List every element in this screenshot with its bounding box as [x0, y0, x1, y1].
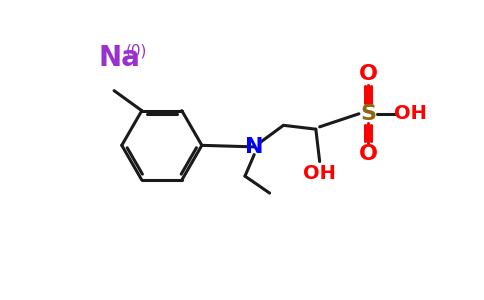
Text: OH: OH: [303, 164, 336, 183]
Text: OH: OH: [394, 104, 427, 123]
Text: O: O: [359, 144, 378, 164]
Text: S: S: [360, 104, 376, 124]
Text: (0): (0): [126, 43, 147, 58]
Text: O: O: [359, 64, 378, 84]
Text: Na: Na: [99, 44, 140, 72]
Text: N: N: [245, 137, 263, 157]
